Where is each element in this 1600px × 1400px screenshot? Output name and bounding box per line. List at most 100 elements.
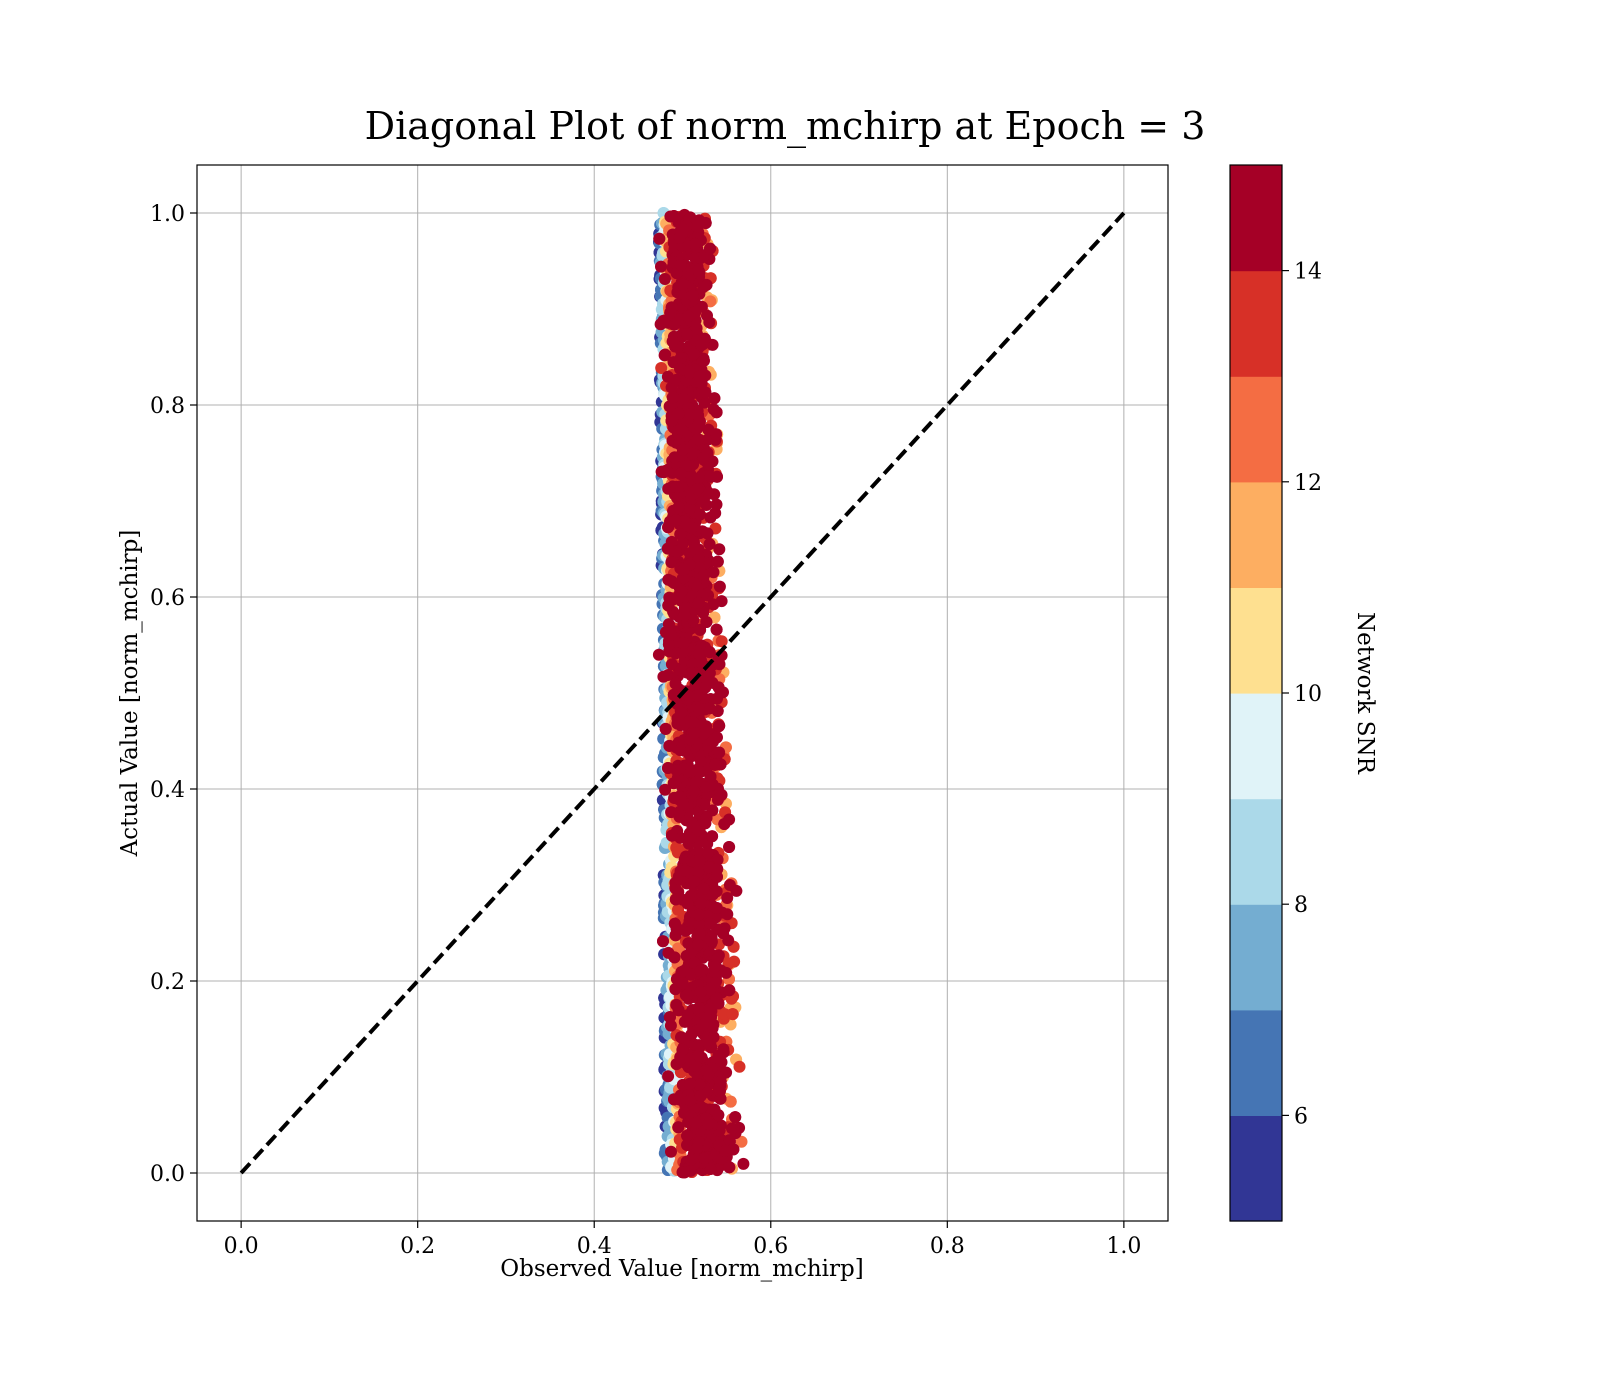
data-point — [662, 762, 674, 774]
data-point — [692, 1049, 705, 1062]
data-point — [692, 418, 705, 431]
data-point — [693, 1001, 706, 1014]
data-point — [713, 543, 726, 556]
data-point — [676, 977, 689, 990]
data-point — [723, 1134, 736, 1147]
y-axis-ticks: 0.0 0.2 0.4 0.6 0.8 1.0 — [150, 202, 197, 1187]
data-point — [688, 875, 700, 888]
data-point — [710, 992, 723, 1005]
data-point — [668, 451, 681, 464]
data-point — [693, 855, 706, 867]
data-point — [735, 1135, 748, 1148]
data-point — [702, 423, 715, 436]
data-point — [681, 1129, 694, 1142]
data-point — [668, 951, 681, 964]
data-point — [677, 223, 689, 235]
data-point — [693, 927, 706, 940]
data-point — [697, 882, 710, 895]
data-point — [710, 692, 723, 705]
data-point — [665, 658, 678, 671]
colorbar-segment — [1230, 587, 1282, 694]
data-point — [681, 1009, 694, 1022]
data-point — [686, 289, 699, 302]
data-point — [684, 968, 697, 981]
data-point — [657, 314, 670, 327]
data-point — [675, 1031, 688, 1044]
data-point — [683, 365, 695, 377]
data-point — [691, 483, 704, 496]
data-point — [693, 703, 706, 716]
x-tick-label: 0.6 — [753, 1234, 788, 1259]
data-point — [658, 273, 671, 285]
x-tick-label: 1.0 — [1106, 1234, 1141, 1259]
data-point — [666, 593, 679, 606]
data-point — [693, 647, 706, 660]
data-point — [662, 1070, 675, 1083]
colorbar-tick-label: 14 — [1294, 260, 1322, 285]
data-point — [676, 1043, 689, 1056]
data-point — [704, 917, 717, 930]
data-point — [677, 637, 690, 649]
data-point — [717, 927, 730, 940]
colorbar: 6 8 10 12 14 — [1229, 164, 1322, 1222]
data-point — [685, 1153, 697, 1166]
data-point — [711, 555, 724, 568]
data-point — [700, 1064, 713, 1077]
data-point — [685, 1028, 698, 1041]
data-point — [661, 542, 674, 555]
data-point — [694, 964, 707, 977]
x-tick-label: 0.4 — [577, 1234, 612, 1259]
data-point — [707, 566, 720, 579]
data-point — [692, 264, 705, 277]
data-point — [665, 1145, 677, 1158]
data-point — [677, 563, 690, 576]
data-point — [691, 1142, 703, 1155]
data-point — [674, 744, 687, 756]
data-point — [702, 861, 715, 874]
data-point — [709, 758, 722, 771]
data-point — [677, 443, 689, 456]
data-point — [709, 507, 722, 520]
colorbar-segment — [1230, 1009, 1282, 1116]
data-point — [698, 1152, 711, 1165]
data-point — [703, 316, 716, 329]
data-point — [675, 706, 688, 719]
data-point — [723, 841, 736, 853]
data-point — [675, 423, 688, 436]
data-point — [680, 459, 693, 472]
data-point — [689, 541, 701, 554]
data-point — [674, 664, 687, 677]
data-point — [704, 470, 717, 483]
data-point — [672, 407, 685, 420]
data-point — [694, 985, 707, 998]
data-point — [710, 406, 723, 419]
data-point — [698, 569, 710, 582]
data-point — [713, 719, 726, 732]
data-point — [652, 648, 665, 661]
data-point — [693, 370, 706, 383]
data-point — [711, 870, 723, 883]
data-point — [657, 670, 670, 683]
data-point — [681, 1139, 694, 1151]
data-point — [662, 618, 675, 631]
data-point — [726, 1008, 739, 1021]
data-point — [657, 466, 670, 479]
data-point — [681, 989, 694, 1002]
data-point — [683, 690, 696, 703]
data-point — [692, 938, 704, 951]
x-tick-label: 0.8 — [930, 1234, 965, 1259]
data-point — [708, 392, 721, 405]
data-point — [718, 818, 731, 830]
data-point — [683, 915, 696, 928]
x-axis-ticks: 0.0 0.2 0.4 0.6 0.8 1.0 — [224, 1221, 1141, 1259]
colorbar-tick-label: 12 — [1294, 471, 1322, 496]
y-tick-label: 0.0 — [150, 1162, 185, 1187]
data-point — [703, 983, 716, 996]
y-axis-label: Actual Value [norm_mchirp] — [117, 530, 143, 858]
y-tick-label: 0.8 — [150, 394, 185, 419]
data-point — [657, 935, 669, 948]
plot-frame — [196, 164, 1169, 1222]
data-point — [684, 502, 696, 515]
data-point — [682, 310, 695, 323]
y-tick-label: 0.2 — [150, 970, 185, 995]
